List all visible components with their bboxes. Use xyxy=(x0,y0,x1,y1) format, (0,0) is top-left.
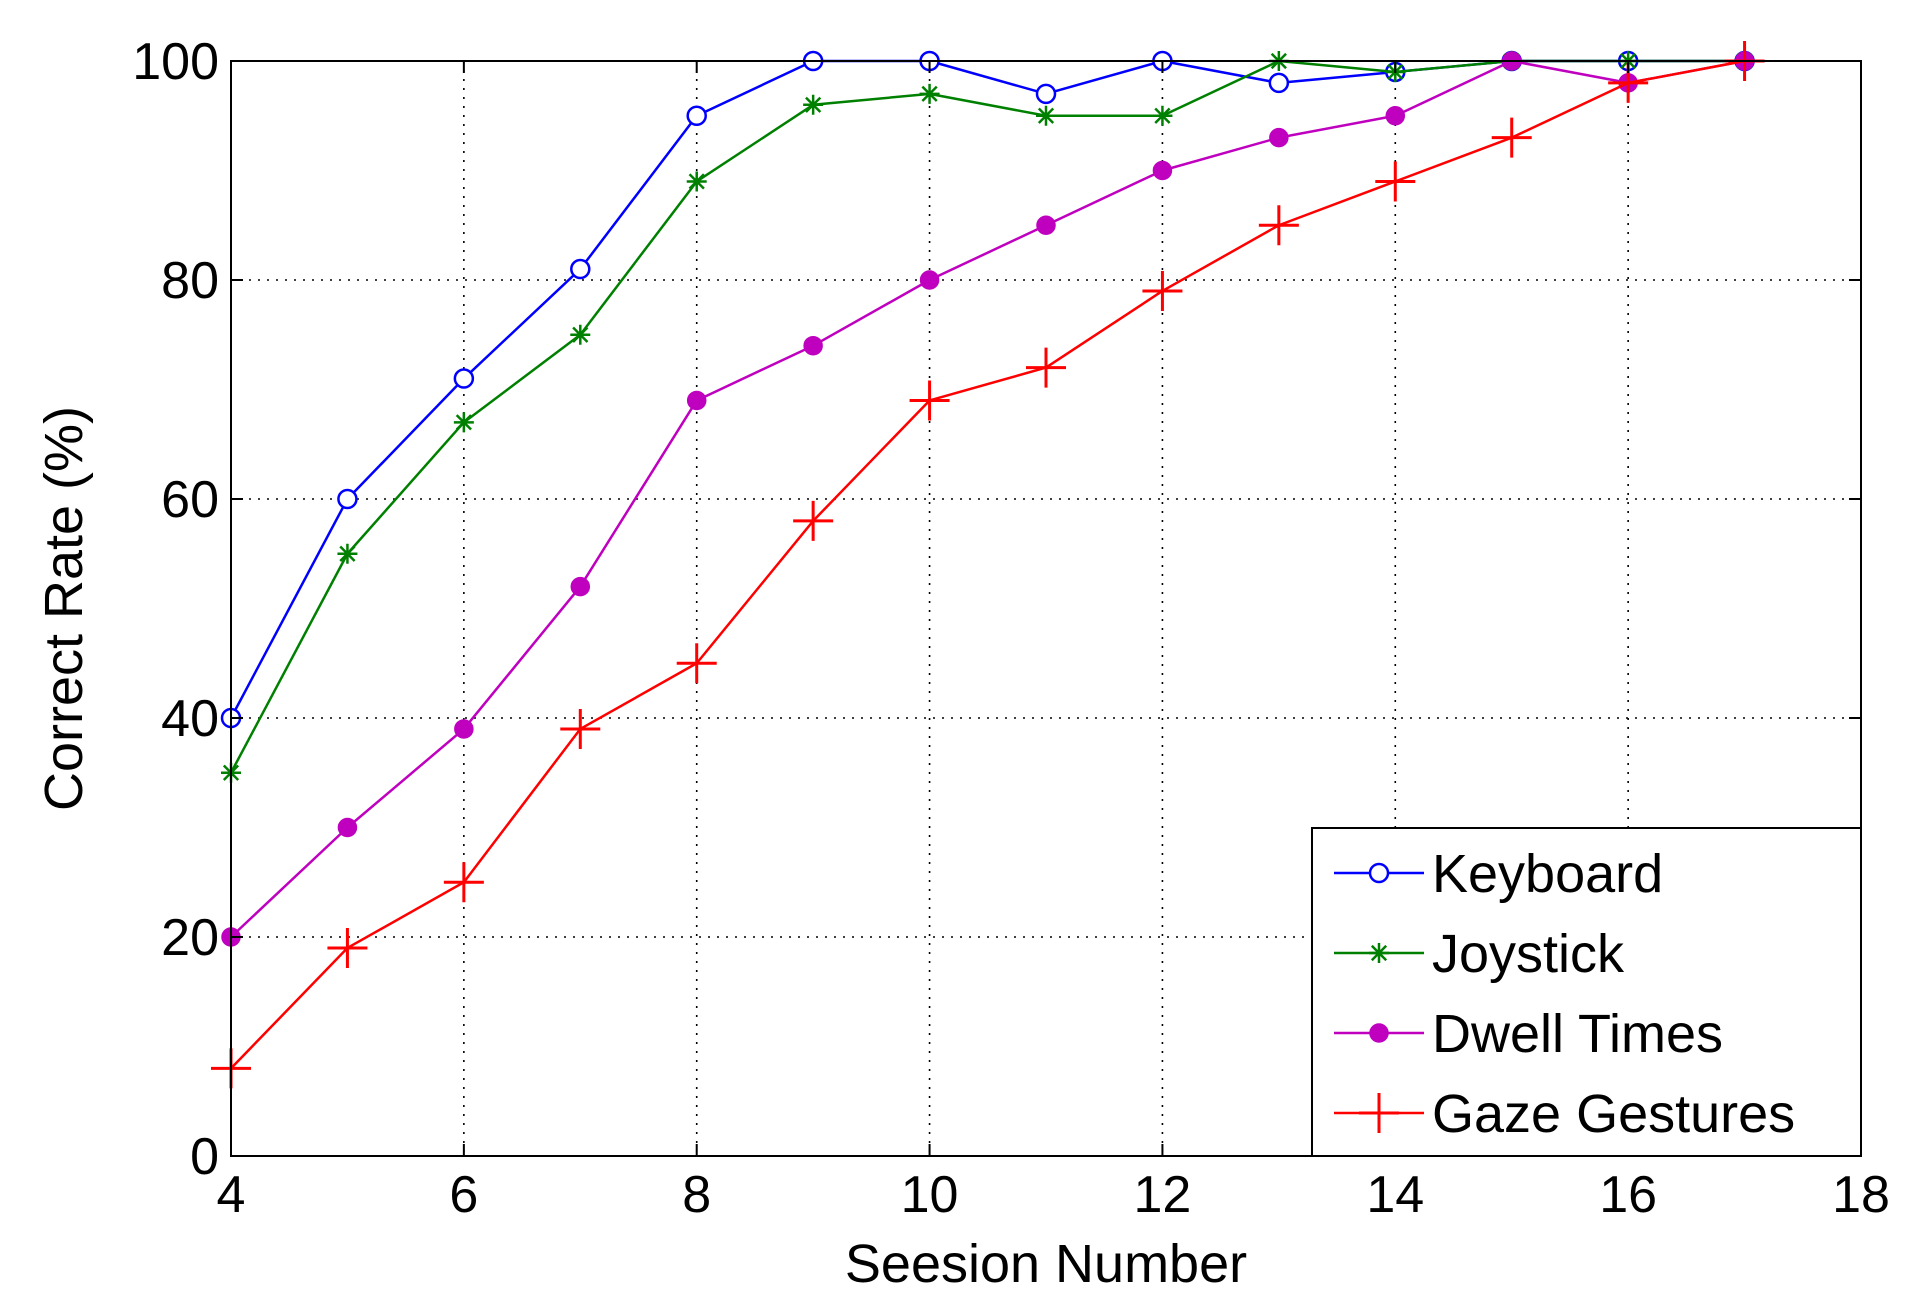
series-line-dwell-times xyxy=(230,59,1745,938)
data-point-dwell-times xyxy=(570,576,591,597)
y-tick-label: 100 xyxy=(132,33,219,91)
x-axis-label: Seesion Number xyxy=(845,1234,1247,1294)
data-point-gaze-gestures xyxy=(1491,117,1532,158)
series-layer xyxy=(211,41,1765,1089)
series-gaze-gestures xyxy=(211,41,1765,1089)
plot-frame xyxy=(230,60,1862,1157)
data-point-gaze-gestures xyxy=(793,500,834,541)
data-point-joystick xyxy=(1152,105,1173,126)
grid xyxy=(231,61,1861,1156)
series-joystick xyxy=(221,51,1755,783)
legend-swatch-marker xyxy=(1359,1093,1399,1133)
data-point-keyboard xyxy=(1035,83,1057,105)
data-point-joystick xyxy=(1036,105,1056,126)
y-axis-label: Correct Rate (%) xyxy=(34,406,94,811)
data-point-dwell-times xyxy=(919,270,940,290)
data-point-keyboard xyxy=(453,368,475,389)
x-tick-label: 16 xyxy=(1599,1166,1657,1224)
data-point-gaze-gestures xyxy=(1026,347,1066,388)
y-tick-label: 60 xyxy=(161,471,219,529)
data-point-keyboard xyxy=(570,258,591,280)
data-point-keyboard xyxy=(1268,72,1290,94)
legend-item-dwell-times: Dwell Times xyxy=(1334,1004,1723,1064)
data-point-gaze-gestures xyxy=(676,643,717,684)
data-point-gaze-gestures xyxy=(1142,270,1183,311)
data-point-joystick xyxy=(337,543,358,564)
x-tick-label: 18 xyxy=(1832,1166,1890,1224)
x-tick-label: 14 xyxy=(1366,1166,1424,1224)
series-line-keyboard xyxy=(229,59,1745,719)
data-point-gaze-gestures xyxy=(909,380,950,421)
legend-label: Gaze Gestures xyxy=(1432,1084,1795,1144)
data-point-dwell-times xyxy=(454,719,474,739)
data-point-dwell-times xyxy=(686,390,707,411)
data-point-joystick xyxy=(919,83,940,104)
data-point-gaze-gestures xyxy=(1375,161,1416,202)
data-point-joystick xyxy=(803,94,824,115)
data-point-dwell-times xyxy=(1385,106,1406,126)
data-point-gaze-gestures xyxy=(443,862,484,903)
data-point-keyboard xyxy=(337,488,358,510)
legend-label: Keyboard xyxy=(1432,844,1663,904)
y-tick-label: 40 xyxy=(161,690,219,748)
data-point-gaze-gestures xyxy=(327,927,368,968)
data-point-joystick xyxy=(570,324,591,345)
y-tick-label: 0 xyxy=(190,1128,219,1186)
legend-item-gaze-gestures: Gaze Gestures xyxy=(1334,1084,1795,1144)
legend-item-keyboard: Keyboard xyxy=(1334,844,1663,904)
legend-label: Joystick xyxy=(1432,924,1625,984)
series-line-gaze-gestures xyxy=(230,59,1745,1070)
legend-swatch-marker xyxy=(1369,1023,1389,1043)
x-tick-label: 4 xyxy=(217,1166,246,1224)
legend-swatch-marker xyxy=(1368,862,1390,884)
ticks: 4 6 8 10 12 14 16 18 0 20 40 60 80 100 xyxy=(132,33,1890,1224)
data-point-dwell-times xyxy=(1269,127,1289,148)
data-point-keyboard xyxy=(686,105,707,126)
x-tick-label: 10 xyxy=(901,1166,959,1224)
y-tick-label: 80 xyxy=(161,252,219,310)
series-line-joystick xyxy=(229,59,1745,774)
data-point-dwell-times xyxy=(1036,215,1056,235)
legend-box xyxy=(1311,827,1862,1157)
x-tick-label: 12 xyxy=(1134,1166,1192,1224)
data-point-dwell-times xyxy=(1152,160,1173,181)
series-keyboard xyxy=(220,50,1755,729)
legend-item-joystick: Joystick xyxy=(1334,924,1625,984)
x-tick-label: 6 xyxy=(449,1166,478,1224)
legend-label: Dwell Times xyxy=(1432,1004,1723,1064)
y-tick-label: 20 xyxy=(161,909,219,967)
legend: Keyboard Joystick Dwell Times Gaze Gestures xyxy=(1311,827,1862,1157)
data-point-gaze-gestures xyxy=(560,708,601,749)
legend-swatch-marker xyxy=(1369,943,1389,963)
data-point-gaze-gestures xyxy=(1258,205,1299,246)
x-tick-label: 8 xyxy=(682,1166,711,1224)
data-point-dwell-times xyxy=(803,335,823,356)
data-point-joystick xyxy=(686,171,707,192)
data-point-dwell-times xyxy=(337,817,358,838)
data-point-joystick xyxy=(453,412,474,433)
